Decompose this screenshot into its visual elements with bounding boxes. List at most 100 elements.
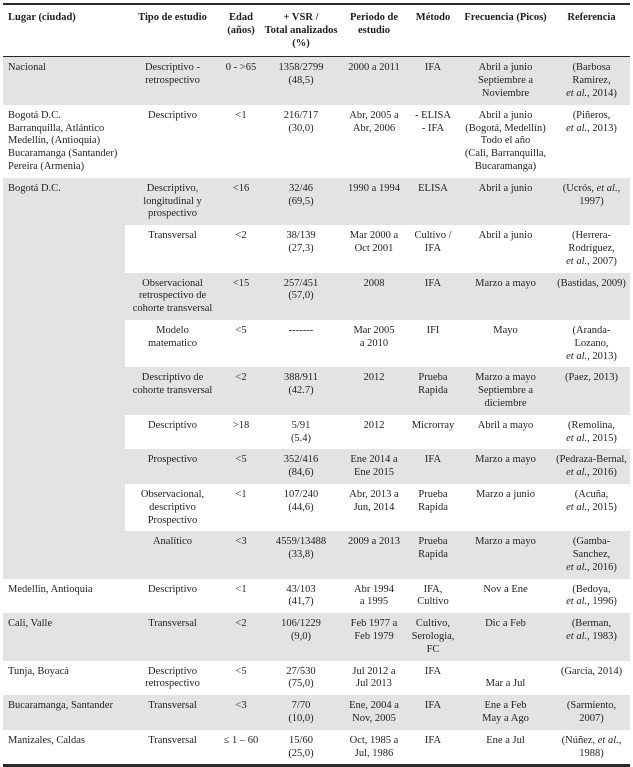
table-row: Bucaramanga, Santander Transversal <3 7/70(… — [3, 695, 630, 730]
cell-frecuencia: Marzo a mayo — [458, 531, 553, 579]
cell-lugar: Bogotá D.C. Barranquilla, Atlántico Medell… — [3, 104, 125, 178]
cell-periodo: 2012 — [340, 414, 408, 450]
cell-vsr-total: 4559/13488 (33,8) — [262, 531, 340, 579]
cell-metodo: IFA — [408, 56, 458, 105]
cell-vsr-total: 107/240 (44,6) — [262, 483, 340, 532]
cell-referencia: (Aranda-Lozano, et al., 2013) — [553, 319, 630, 368]
cell-periodo: 2012 — [340, 367, 408, 415]
table-row: Manizales, Caldas Transversal ≤ 1 – 60 15/6… — [3, 729, 630, 766]
cell-metodo: Prueba Rapida — [408, 531, 458, 579]
cell-referencia: (Ucrós, et al., 1997) — [553, 177, 630, 226]
table-row: Transversal <2 38/139 (27,3) Mar 2000 a Oct 2… — [3, 225, 630, 273]
cell-metodo: IFI — [408, 319, 458, 368]
cell-metodo: Prueba Rapida — [408, 483, 458, 532]
cell-vsr-total: 5/91 (5.4) — [262, 414, 340, 450]
cell-referencia: (Acuña, et al., 2015) — [553, 483, 630, 532]
cell-lugar: Bucaramanga, Santander — [3, 695, 125, 730]
table-row: Nacional Descriptivo - retrospectivo 0 - >6… — [3, 56, 630, 105]
table-row: Analítico <3 4559/13488 (33,8) 2009 a 2013 Pr… — [3, 531, 630, 579]
cell-periodo: 2000 a 2011 — [340, 56, 408, 105]
cell-edad: <2 — [220, 613, 262, 661]
cell-referencia: (García, 2014) — [553, 660, 630, 696]
cell-lugar: Nacional — [3, 56, 125, 105]
cell-lugar: Medellin, Antioquia — [3, 578, 125, 614]
cell-referencia: (Pedraza-Bernal, et al., 2016) — [553, 449, 630, 484]
cell-edad: <3 — [220, 695, 262, 730]
cell-vsr-total: 216/717 (30,0) — [262, 104, 340, 178]
cell-metodo: IFA — [408, 660, 458, 696]
table-row: Cali, Valle Transversal <2 106/1229 (9,0) Feb… — [3, 613, 630, 661]
cell-tipo-de-estudio: Transversal — [125, 729, 220, 766]
cell-frecuencia: Marzo a mayo — [458, 272, 553, 320]
cell-edad: >18 — [220, 414, 262, 450]
cell-periodo: Abr, 2005 a Abr, 2006 — [340, 104, 408, 178]
cell-referencia: (Barbosa Ramirez, et al., 2014) — [553, 56, 630, 105]
cell-referencia: (Bedoya, et al., 1996) — [553, 578, 630, 614]
cell-tipo-de-estudio: Descriptivo retrospectivo — [125, 660, 220, 696]
cell-tipo-de-estudio: Descriptivo de cohorte transversal — [125, 367, 220, 415]
cell-edad: 0 - >65 — [220, 56, 262, 105]
cell-periodo: Mar 2005 a 2010 — [340, 319, 408, 368]
table-row: Bogotá D.C. Barranquilla, Atlántico Medell… — [3, 104, 630, 178]
cell-frecuencia: Abril a mayo — [458, 414, 553, 450]
cell-periodo: 2008 — [340, 272, 408, 320]
cell-referencia: (Remolina, et al., 2015) — [553, 414, 630, 450]
cell-referencia: (Sarmiento, 2007) — [553, 695, 630, 730]
cell-periodo: Abr 1994 a 1995 — [340, 578, 408, 614]
header-row: Lugar (ciudad) Tipo de estudio Edad (años) +… — [3, 4, 630, 58]
table-row: Prospectivo <5 352/416 (84,6) Ene 2014 a Ene … — [3, 449, 630, 484]
cell-periodo: Mar 2000 a Oct 2001 — [340, 225, 408, 273]
cell-vsr-total: 27/530 (75,0) — [262, 660, 340, 696]
cell-tipo-de-estudio: Descriptivo — [125, 104, 220, 178]
cell-frecuencia: Abril a junio — [458, 225, 553, 273]
cell-metodo: IFA — [408, 449, 458, 484]
table-row: Descriptivo de cohorte transversal <2 388/9… — [3, 367, 630, 415]
cell-referencia: (Bastidas, 2009) — [553, 272, 630, 320]
cell-frecuencia: Marzo a mayo — [458, 449, 553, 484]
column-header-edad: Edad (años) — [220, 4, 262, 58]
cell-edad: <1 — [220, 483, 262, 532]
cell-periodo: Feb 1977 a Feb 1979 — [340, 613, 408, 661]
column-header-tipo-de-estudio: Tipo de estudio — [125, 4, 220, 58]
cell-frecuencia: Abril a junio — [458, 177, 553, 226]
cell-tipo-de-estudio: Observacional, descriptivo Prospectivo — [125, 483, 220, 532]
cell-referencia: (Berman, et al., 1983) — [553, 613, 630, 661]
cell-periodo: Oct, 1985 a Jul, 1986 — [340, 729, 408, 766]
column-header-lugar: Lugar (ciudad) — [3, 4, 125, 58]
cell-frecuencia: Mar a Jul — [458, 660, 553, 696]
table-row: Observacional, descriptivo Prospectivo <1 10… — [3, 483, 630, 532]
cell-referencia: (Gamba-Sanchez, et al., 2016) — [553, 531, 630, 579]
column-header-metodo: Método — [408, 4, 458, 58]
cell-frecuencia: Ene a Jul — [458, 729, 553, 766]
cell-edad: <3 — [220, 531, 262, 579]
cell-tipo-de-estudio: Transversal — [125, 225, 220, 273]
cell-frecuencia: Mayo — [458, 319, 553, 368]
cell-frecuencia: Marzo a mayo Septiembre a diciembre — [458, 367, 553, 415]
cell-referencia: (Paez, 2013) — [553, 367, 630, 415]
cell-tipo-de-estudio: Prospectivo — [125, 449, 220, 484]
cell-frecuencia: Nov a Ene — [458, 578, 553, 614]
cell-edad: ≤ 1 – 60 — [220, 729, 262, 766]
cell-frecuencia: Marzo a junio — [458, 483, 553, 532]
cell-vsr-total: 15/60 (25,0) — [262, 729, 340, 766]
table-row: Modelo matematico <5 ------- Mar 2005 a 2010 I… — [3, 319, 630, 368]
cell-vsr-total: 43/103 (41,7) — [262, 578, 340, 614]
cell-metodo: - ELISA - IFA — [408, 104, 458, 178]
column-header-vsr-total: + VSR / Total analizados (%) — [262, 4, 340, 58]
cell-vsr-total: 32/46 (69,5) — [262, 177, 340, 226]
cell-frecuencia: Abril a junio (Bogotá, Medellín) Todo el a… — [458, 104, 553, 178]
cell-vsr-total: 106/1229 (9,0) — [262, 613, 340, 661]
cell-vsr-total: ------- — [262, 319, 340, 368]
cell-frecuencia: Dic a Feb — [458, 613, 553, 661]
cell-tipo-de-estudio: Modelo matematico — [125, 319, 220, 368]
table-row: Medellin, Antioquia Descriptivo <1 43/103 (4… — [3, 578, 630, 614]
cell-vsr-total: 352/416 (84,6) — [262, 449, 340, 484]
cell-edad: <5 — [220, 660, 262, 696]
cell-periodo: Ene 2014 a Ene 2015 — [340, 449, 408, 484]
cell-lugar: Bogotá D.C. — [3, 177, 125, 579]
cell-tipo-de-estudio: Analítico — [125, 531, 220, 579]
cell-edad: <1 — [220, 104, 262, 178]
cell-frecuencia: Ene a Feb May a Ago — [458, 695, 553, 730]
cell-periodo: Jul 2012 a Jul 2013 — [340, 660, 408, 696]
